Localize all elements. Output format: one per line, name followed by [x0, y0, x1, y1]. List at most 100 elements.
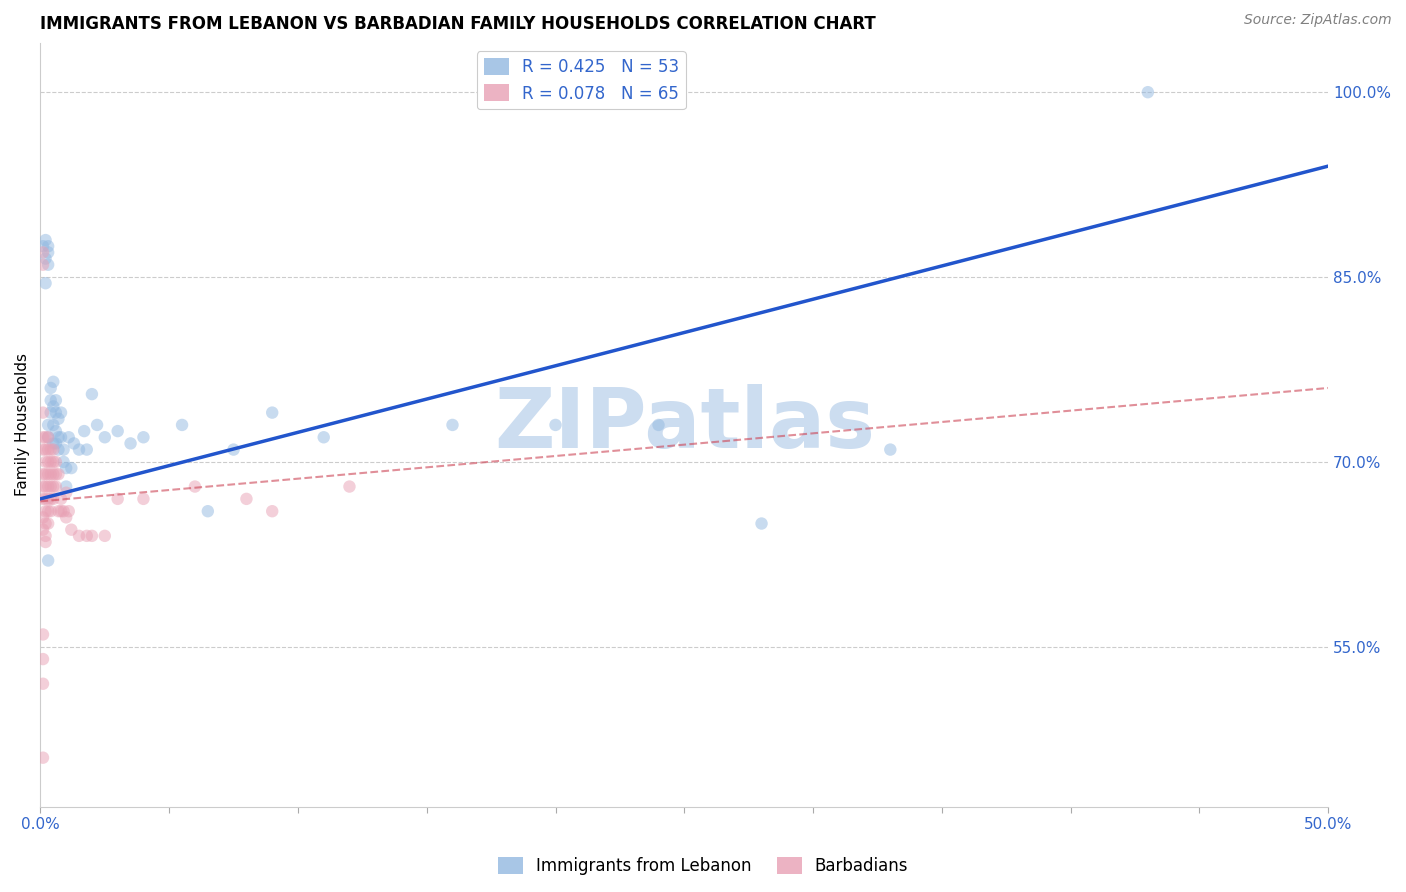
- Point: [39, 491, 62, 506]
- Point: [49, 406, 72, 420]
- Point: [52, 442, 75, 457]
- Point: [42, 479, 65, 493]
- Point: [42, 417, 65, 432]
- Point: [37, 467, 59, 482]
- Point: [34, 529, 56, 543]
- Point: [235, 491, 257, 506]
- Point: [441, 417, 464, 432]
- Point: [1136, 85, 1159, 99]
- Point: [34, 430, 56, 444]
- Point: [39, 467, 62, 482]
- Point: [42, 436, 65, 450]
- Point: [73, 424, 96, 438]
- Point: [45, 393, 67, 408]
- Point: [39, 442, 62, 457]
- Point: [107, 491, 129, 506]
- Y-axis label: Family Households: Family Households: [15, 353, 30, 497]
- Point: [170, 417, 193, 432]
- Point: [34, 467, 56, 482]
- Point: [37, 239, 59, 253]
- Point: [48, 504, 70, 518]
- Point: [49, 491, 72, 506]
- Point: [42, 491, 65, 506]
- Point: [45, 467, 67, 482]
- Point: [45, 436, 67, 450]
- Point: [32, 442, 55, 457]
- Point: [39, 455, 62, 469]
- Point: [32, 677, 55, 691]
- Point: [49, 504, 72, 518]
- Point: [67, 442, 90, 457]
- Point: [132, 491, 155, 506]
- Point: [32, 406, 55, 420]
- Point: [32, 627, 55, 641]
- Point: [37, 258, 59, 272]
- Point: [32, 479, 55, 493]
- Point: [339, 479, 361, 493]
- Text: Source: ZipAtlas.com: Source: ZipAtlas.com: [1244, 13, 1392, 28]
- Point: [39, 393, 62, 408]
- Point: [34, 442, 56, 457]
- Point: [76, 442, 98, 457]
- Point: [34, 276, 56, 290]
- Point: [751, 516, 773, 531]
- Point: [222, 442, 245, 457]
- Point: [48, 430, 70, 444]
- Point: [48, 467, 70, 482]
- Point: [107, 424, 129, 438]
- Point: [37, 430, 59, 444]
- Point: [45, 479, 67, 493]
- Point: [34, 233, 56, 247]
- Text: IMMIGRANTS FROM LEBANON VS BARBADIAN FAMILY HOUSEHOLDS CORRELATION CHART: IMMIGRANTS FROM LEBANON VS BARBADIAN FAM…: [41, 15, 876, 33]
- Point: [55, 479, 77, 493]
- Point: [262, 406, 284, 420]
- Point: [55, 485, 77, 500]
- Point: [80, 529, 103, 543]
- Point: [120, 436, 142, 450]
- Point: [80, 387, 103, 401]
- Text: ZIPatlas: ZIPatlas: [494, 384, 875, 466]
- Point: [37, 504, 59, 518]
- Point: [34, 455, 56, 469]
- Point: [86, 417, 108, 432]
- Point: [37, 479, 59, 493]
- Point: [48, 442, 70, 457]
- Point: [94, 529, 117, 543]
- Point: [48, 411, 70, 425]
- Point: [37, 455, 59, 469]
- Point: [37, 442, 59, 457]
- Point: [45, 455, 67, 469]
- Point: [37, 516, 59, 531]
- Legend: R = 0.425   N = 53, R = 0.078   N = 65: R = 0.425 N = 53, R = 0.078 N = 65: [477, 51, 686, 109]
- Point: [39, 406, 62, 420]
- Point: [32, 652, 55, 666]
- Point: [60, 523, 83, 537]
- Point: [262, 504, 284, 518]
- Point: [34, 479, 56, 493]
- Point: [39, 504, 62, 518]
- Point: [32, 430, 55, 444]
- Point: [67, 529, 90, 543]
- Point: [52, 504, 75, 518]
- Point: [42, 455, 65, 469]
- Point: [39, 381, 62, 395]
- Point: [32, 491, 55, 506]
- Point: [32, 467, 55, 482]
- Legend: Immigrants from Lebanon, Barbadians: Immigrants from Lebanon, Barbadians: [491, 850, 915, 882]
- Point: [32, 510, 55, 524]
- Point: [76, 529, 98, 543]
- Point: [32, 523, 55, 537]
- Point: [34, 504, 56, 518]
- Point: [184, 479, 207, 493]
- Point: [37, 491, 59, 506]
- Point: [32, 750, 55, 764]
- Point: [42, 467, 65, 482]
- Point: [34, 516, 56, 531]
- Point: [32, 239, 55, 253]
- Point: [52, 455, 75, 469]
- Point: [58, 504, 80, 518]
- Point: [34, 535, 56, 549]
- Point: [879, 442, 901, 457]
- Point: [32, 258, 55, 272]
- Point: [37, 245, 59, 260]
